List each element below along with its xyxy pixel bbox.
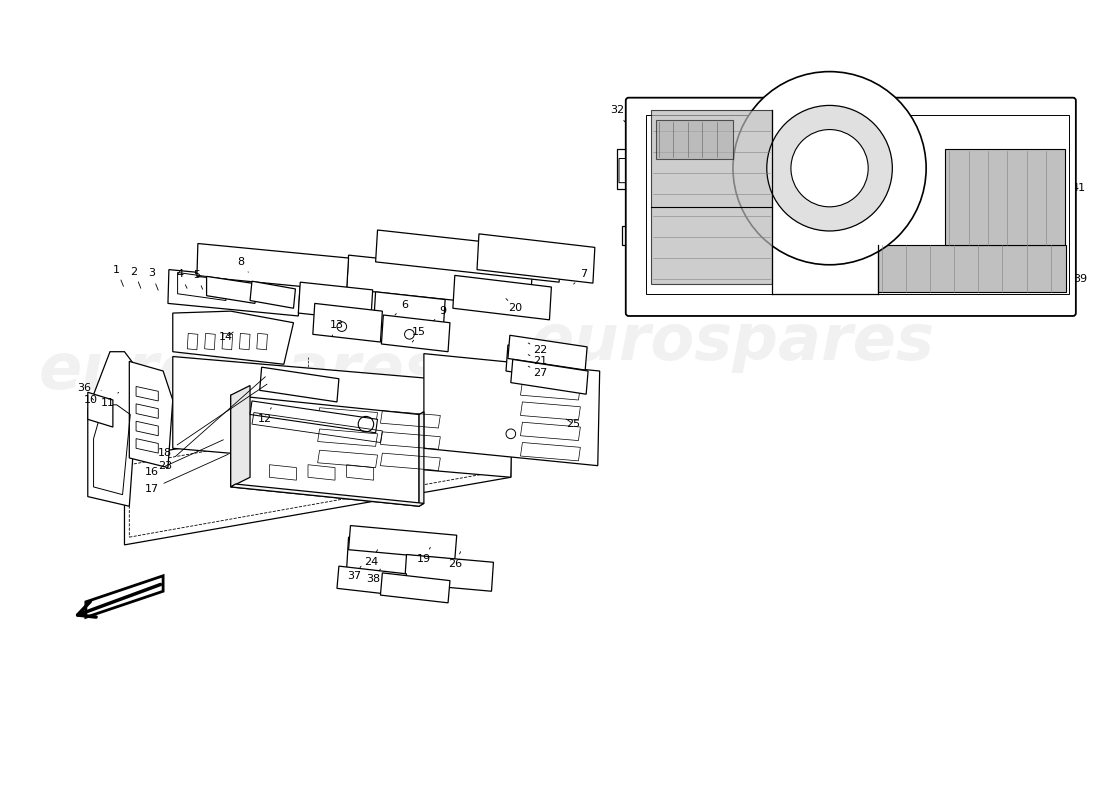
Polygon shape — [88, 392, 113, 427]
Text: 3: 3 — [148, 269, 158, 290]
Text: 15: 15 — [412, 327, 426, 342]
Text: 24: 24 — [364, 550, 378, 567]
Polygon shape — [298, 282, 373, 321]
Polygon shape — [419, 411, 424, 506]
Text: 26: 26 — [448, 552, 462, 569]
Text: 11: 11 — [101, 392, 119, 408]
Polygon shape — [86, 576, 163, 618]
Polygon shape — [617, 149, 653, 190]
Circle shape — [767, 106, 892, 231]
Text: 22: 22 — [528, 343, 547, 354]
Text: 14: 14 — [219, 332, 233, 342]
Polygon shape — [250, 281, 296, 308]
Polygon shape — [382, 315, 450, 352]
Polygon shape — [88, 352, 139, 506]
Polygon shape — [631, 207, 960, 228]
Polygon shape — [173, 311, 294, 364]
Text: 8: 8 — [236, 257, 249, 272]
Text: 9: 9 — [433, 306, 447, 321]
Polygon shape — [641, 110, 1071, 298]
Polygon shape — [124, 390, 510, 545]
Text: 23: 23 — [158, 377, 265, 470]
Text: 29: 29 — [966, 210, 1019, 219]
Polygon shape — [197, 243, 349, 291]
Polygon shape — [231, 395, 419, 506]
Polygon shape — [714, 207, 771, 228]
Text: 17: 17 — [144, 454, 228, 494]
Polygon shape — [231, 386, 250, 487]
Polygon shape — [946, 149, 1065, 246]
Text: 6: 6 — [395, 300, 408, 315]
Polygon shape — [857, 147, 967, 190]
Text: 32: 32 — [610, 106, 625, 122]
Text: Vale per CH – Valid for CH: Vale per CH – Valid for CH — [754, 290, 933, 305]
Text: 10: 10 — [84, 390, 101, 405]
Polygon shape — [878, 246, 1066, 292]
Text: 18: 18 — [158, 384, 267, 458]
Text: 41: 41 — [1068, 170, 1086, 193]
Text: 25: 25 — [566, 419, 581, 429]
Polygon shape — [656, 120, 733, 158]
Polygon shape — [207, 276, 257, 303]
Text: 12: 12 — [257, 408, 272, 424]
Text: 2: 2 — [131, 266, 141, 288]
Polygon shape — [651, 110, 771, 284]
Text: 40: 40 — [657, 298, 671, 314]
Polygon shape — [260, 367, 339, 402]
Polygon shape — [621, 226, 979, 246]
Polygon shape — [349, 526, 456, 559]
Polygon shape — [130, 362, 173, 468]
Text: 42: 42 — [673, 299, 689, 315]
Circle shape — [791, 130, 868, 207]
Polygon shape — [955, 134, 996, 166]
Text: 34: 34 — [965, 161, 987, 173]
Text: 20: 20 — [506, 298, 522, 314]
Text: eurospares: eurospares — [39, 340, 442, 402]
Polygon shape — [346, 537, 454, 578]
Polygon shape — [477, 234, 595, 283]
Polygon shape — [453, 275, 551, 320]
Text: 33: 33 — [698, 107, 730, 123]
Polygon shape — [506, 345, 585, 382]
Text: 1: 1 — [113, 265, 123, 286]
Text: 16: 16 — [144, 440, 223, 478]
Polygon shape — [424, 354, 600, 466]
Polygon shape — [733, 190, 868, 207]
Polygon shape — [508, 335, 587, 370]
Text: eurospares: eurospares — [531, 311, 935, 373]
Text: 35: 35 — [850, 107, 892, 187]
Text: 30: 30 — [649, 110, 662, 127]
Polygon shape — [510, 359, 588, 394]
Text: 7: 7 — [573, 270, 586, 284]
Text: 21: 21 — [528, 354, 547, 366]
Polygon shape — [346, 255, 532, 308]
Polygon shape — [638, 128, 663, 151]
Text: 5: 5 — [194, 270, 202, 290]
Polygon shape — [374, 292, 446, 330]
Text: 36: 36 — [77, 383, 94, 400]
Text: 39: 39 — [1066, 274, 1088, 284]
Polygon shape — [168, 270, 300, 316]
Text: 27: 27 — [528, 366, 547, 378]
Text: 31: 31 — [994, 144, 1009, 154]
Polygon shape — [173, 357, 513, 478]
Polygon shape — [337, 566, 407, 596]
FancyBboxPatch shape — [626, 98, 1076, 316]
Polygon shape — [381, 573, 450, 603]
Polygon shape — [250, 401, 377, 433]
Circle shape — [733, 72, 926, 265]
Polygon shape — [375, 230, 561, 282]
Text: 28: 28 — [984, 226, 1020, 236]
Text: 19: 19 — [417, 547, 431, 564]
Text: 13: 13 — [330, 320, 344, 336]
Text: 38: 38 — [366, 569, 381, 584]
Text: 37: 37 — [348, 566, 362, 581]
Polygon shape — [312, 303, 383, 342]
Polygon shape — [231, 484, 424, 506]
Polygon shape — [405, 554, 494, 591]
Text: 4: 4 — [177, 270, 187, 288]
Polygon shape — [646, 115, 1069, 294]
